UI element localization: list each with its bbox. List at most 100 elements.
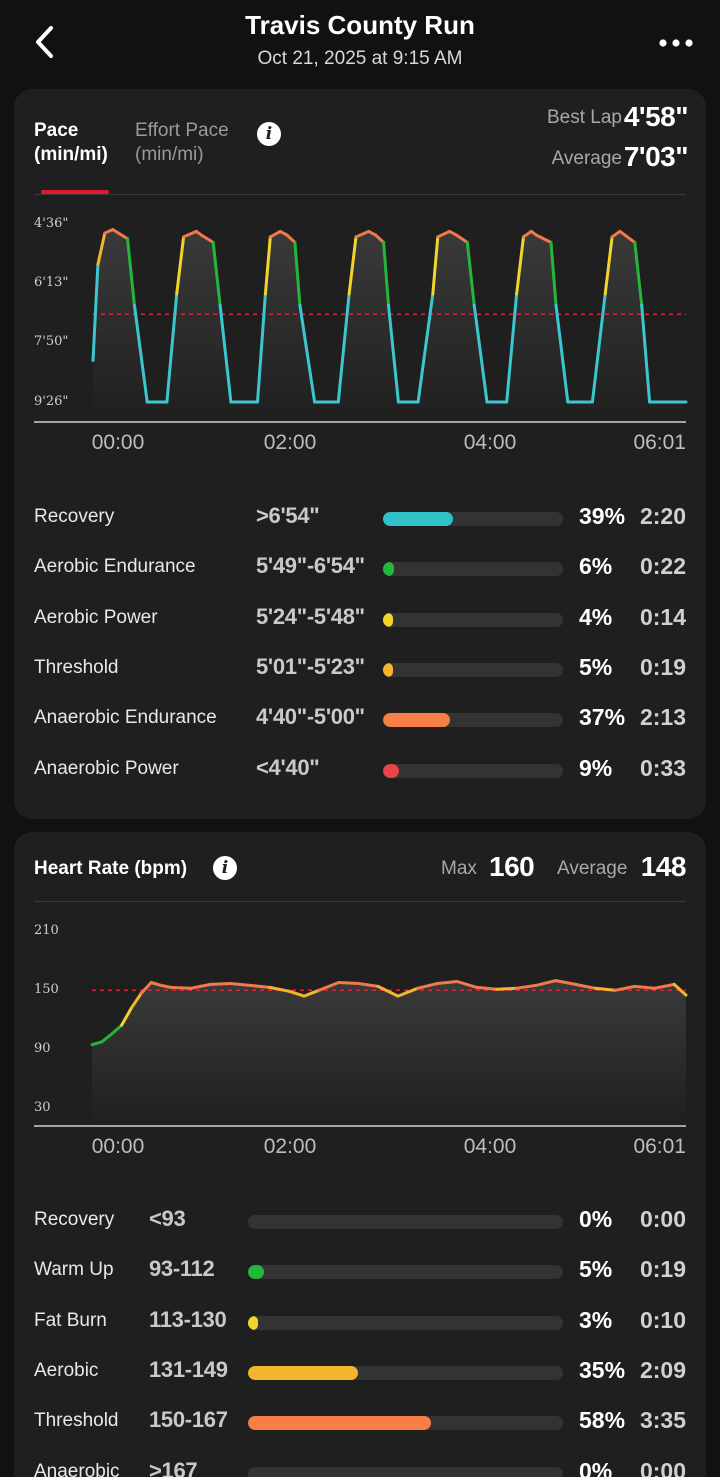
pace-zone-row: Anaerobic Power <4'40" 9% 0:33: [14, 750, 706, 790]
pace-zone-row: Anaerobic Endurance 4'40"-5'00" 37% 2:13: [14, 699, 706, 739]
chart-line-segment: [416, 982, 439, 990]
zone-name: Warm Up: [34, 1259, 114, 1281]
zone-progress-track: [383, 612, 563, 627]
chart-line-segment: [263, 235, 272, 296]
chart-line-segment: [455, 980, 479, 989]
zone-name: Anaerobic: [34, 1460, 120, 1477]
tab-pace[interactable]: Pace (min/mi): [34, 119, 108, 167]
heart-rate-card: Heart Rate (bpm) i Max 160 Average 148 2…: [14, 832, 706, 1477]
chart-line-segment: [633, 984, 656, 990]
hr-zone-row: Aerobic 131-149 35% 2:09: [14, 1352, 706, 1392]
chart-line-segment: [522, 229, 533, 239]
chart-line-segment: [396, 986, 420, 998]
chart-line-segment: [574, 982, 597, 990]
chart-line-segment: [337, 981, 360, 985]
chart-line-segment: [298, 303, 317, 404]
zone-progress-fill: [383, 662, 393, 677]
zone-name: Threshold: [34, 656, 119, 678]
chart-line-segment: [302, 988, 321, 998]
chart-line-segment: [472, 303, 489, 404]
hr-max-value: 160: [489, 851, 535, 882]
chart-line-segment: [416, 292, 435, 404]
zone-progress-track: [248, 1416, 563, 1431]
chart-line-segment: [623, 233, 637, 244]
zone-progress-track: [383, 713, 563, 728]
tab-pace-line1: Pace: [34, 120, 79, 141]
chart-line-segment: [549, 240, 558, 307]
info-icon[interactable]: i: [213, 856, 237, 880]
back-button[interactable]: [26, 22, 62, 62]
zone-time: 2:13: [639, 704, 686, 731]
chart-area-fill: [92, 980, 686, 1126]
chart-line-segment: [354, 229, 371, 239]
zone-range: <4'40": [256, 754, 320, 780]
zone-name: Fat Burn: [34, 1309, 107, 1331]
zone-percent: 9%: [579, 754, 613, 781]
x-tick-label: 00:00: [92, 431, 145, 454]
divider: [34, 901, 686, 902]
zone-time: 0:19: [639, 653, 686, 680]
y-tick-label: 9'26": [34, 394, 68, 409]
chart-line-segment: [90, 1040, 104, 1047]
x-tick-label: 02:00: [264, 431, 317, 454]
pace-zone-row: Threshold 5'01"-5'23" 5% 0:19: [14, 649, 706, 689]
hr-zone-row: Fat Burn 113-130 3% 0:10: [14, 1302, 706, 1342]
x-tick-label: 06:01: [633, 431, 686, 454]
chart-line-segment: [603, 235, 614, 296]
zone-percent: 5%: [579, 653, 613, 680]
zone-name: Aerobic Power: [34, 606, 158, 628]
tab-effort-pace[interactable]: Effort Pace (min/mi): [135, 119, 229, 167]
chart-line-segment: [431, 235, 440, 296]
top-bar: Travis County Run Oct 21, 2025 at 9:15 A…: [0, 0, 720, 80]
zone-time: 2:09: [639, 1356, 686, 1383]
chart-line-segment: [110, 1023, 124, 1036]
zone-range: 5'49"-6'54": [256, 553, 365, 579]
pace-chart: 4'36" 6'13" 7'50" 9'26" 00:00 02:00 04:00 06:01: [34, 216, 688, 454]
chart-line-segment: [256, 292, 267, 404]
y-tick-label: 30: [34, 1100, 51, 1115]
x-tick-label: 04:00: [464, 1135, 517, 1158]
chevron-left-icon: [36, 26, 53, 58]
best-lap-label: Best Lap: [547, 107, 622, 128]
zone-range: >167: [149, 1457, 198, 1477]
chart-line-segment: [149, 981, 163, 987]
chart-line-segment: [356, 982, 380, 988]
zone-percent: 37%: [579, 704, 626, 731]
chart-line-segment: [554, 303, 570, 404]
zone-time: 0:22: [639, 553, 686, 580]
zone-percent: 4%: [579, 603, 613, 630]
zone-range: 113-130: [149, 1306, 227, 1332]
chart-line-segment: [189, 982, 212, 990]
chart-line-segment: [652, 982, 676, 990]
chart-line-segment: [111, 228, 129, 241]
chart-line-segment: [169, 985, 193, 990]
chart-line-segment: [613, 984, 637, 992]
divider: [34, 194, 686, 195]
heart-rate-chart: 210 150 90 30 00:00 02:00 04:00 06:01: [34, 923, 688, 1158]
page-title: Travis County Run: [245, 10, 475, 40]
zone-name: Recovery: [34, 1209, 115, 1230]
zone-name: Anaerobic Power: [34, 757, 179, 779]
pace-card: Pace (min/mi) Effort Pace (min/mi) i Bes…: [14, 89, 706, 819]
info-icon[interactable]: i: [257, 122, 281, 146]
tab-effort-pace-line1: Effort Pace: [135, 120, 229, 141]
y-tick-label: 210: [34, 923, 59, 938]
chart-line-segment: [218, 303, 233, 404]
chart-line-segment: [120, 1006, 133, 1027]
chart-line-segment: [455, 233, 469, 244]
chart-line-segment: [593, 986, 617, 992]
zone-range: 150-167: [149, 1407, 228, 1433]
chart-line-segment: [534, 233, 553, 244]
chart-line-segment: [336, 292, 351, 404]
zone-progress-fill: [248, 1365, 359, 1380]
chart-line-segment: [515, 235, 525, 296]
chart-line-segment: [175, 235, 186, 296]
zone-progress-track: [248, 1215, 563, 1229]
zone-percent: 35%: [579, 1356, 626, 1383]
zone-progress-fill: [248, 1265, 264, 1280]
y-tick-label: 90: [34, 1041, 51, 1056]
zone-name: Recovery: [34, 506, 115, 527]
zone-time: 0:14: [639, 603, 686, 630]
more-options-button[interactable]: [656, 26, 696, 60]
chart-line-segment: [208, 982, 232, 986]
